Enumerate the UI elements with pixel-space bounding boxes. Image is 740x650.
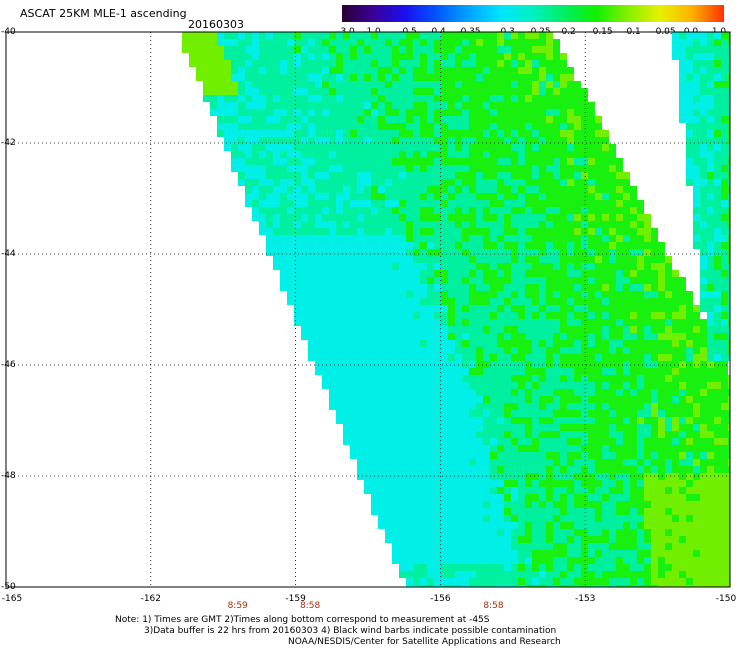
- map-title: ASCAT 25KM MLE-1 ascending: [20, 7, 187, 20]
- longitude-label: -165: [1, 594, 23, 604]
- note-line-1: Note: 1) Times are GMT 2)Times along bot…: [115, 615, 490, 625]
- longitude-label: -153: [574, 594, 596, 604]
- latitude-label: -48: [1, 471, 16, 481]
- longitude-label: -156: [430, 594, 451, 604]
- latitude-label: -46: [1, 360, 16, 370]
- time-label: 8:59: [227, 601, 248, 611]
- longitude-label: -150: [715, 594, 737, 604]
- map-date: 20160303: [188, 18, 244, 31]
- note-line-2: 3)Data buffer is 22 hrs from 20160303 4)…: [144, 626, 557, 636]
- latitude-label: -42: [1, 138, 16, 148]
- time-label: 8:58: [299, 601, 321, 611]
- swath-data: [182, 32, 730, 587]
- latitude-label: -44: [1, 249, 16, 259]
- colorbar: [342, 5, 724, 22]
- longitude-label: -159: [285, 594, 306, 604]
- time-label: 8:58: [483, 601, 504, 611]
- longitude-label: -162: [140, 594, 162, 604]
- note-line-3: NOAA/NESDIS/Center for Satellite Applica…: [288, 637, 561, 647]
- map-frame: [5, 31, 731, 588]
- latitude-label: -40: [1, 27, 16, 37]
- latitude-label: -50: [1, 582, 16, 592]
